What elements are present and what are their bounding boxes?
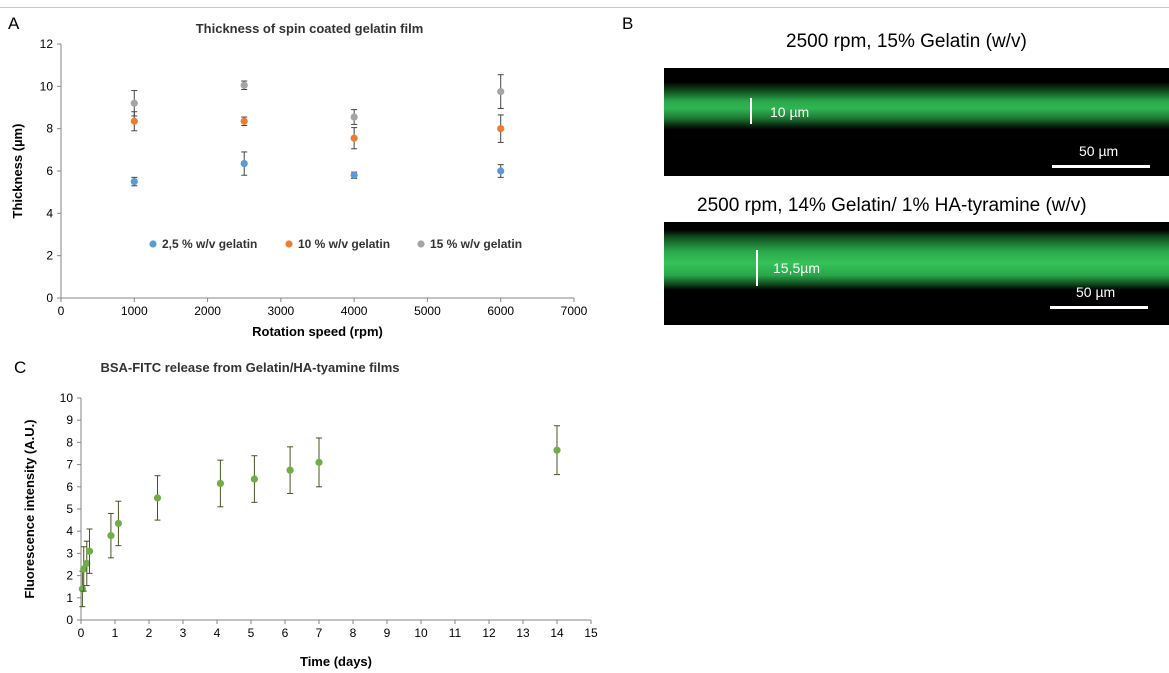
x-tick-label: 3000 [268, 304, 295, 318]
x-tick-label: 11 [449, 626, 462, 640]
x-tick-label: 1 [112, 626, 119, 640]
y-tick-label: 2 [66, 569, 73, 583]
data-point-series-0 [80, 565, 88, 573]
data-point-series-0 [107, 532, 115, 540]
data-point-series-1 [240, 117, 248, 125]
data-point-series-0 [114, 519, 122, 528]
micrograph-1-scale-label: 50 µm [1079, 143, 1119, 159]
y-tick-label: 2 [46, 249, 53, 263]
micrograph-2: 15,5µm 50 µm [664, 222, 1169, 325]
data-point-series-0 [83, 559, 91, 567]
micrograph-2-title: 2500 rpm, 14% Gelatin/ 1% HA-tyramine (w… [697, 195, 1087, 216]
x-tick-label: 4000 [341, 304, 368, 318]
legend-marker-series-1 [285, 240, 293, 248]
micrograph-2-film-band [664, 230, 1169, 290]
y-tick-label: 4 [46, 206, 53, 220]
y-tick-label: 6 [46, 164, 53, 178]
legend-label-series-2: 15 % w/v gelatin [430, 237, 522, 251]
data-point-series-0 [216, 479, 224, 488]
x-tick-label: 2 [146, 626, 153, 640]
micrograph-2-thickness-bar [756, 250, 758, 286]
micrograph-2-scale-label: 50 µm [1076, 284, 1116, 300]
x-tick-label: 5 [248, 626, 255, 640]
y-tick-label: 1 [66, 591, 73, 605]
y-axis-label: Fluorescence intensity (A.U.) [22, 419, 37, 598]
x-tick-label: 1000 [121, 304, 148, 318]
chart-title: BSA-FITC release from Gelatin/HA-tyamine… [100, 360, 399, 375]
x-tick-label: 10 [414, 626, 428, 640]
data-point-series-1 [497, 125, 505, 133]
micrograph-2-thickness-label: 15,5µm [773, 260, 820, 276]
y-tick-label: 10 [60, 391, 74, 405]
x-tick-label: 9 [384, 626, 391, 640]
x-tick-label: 15 [584, 626, 598, 640]
thickness-chart: Thickness of spin coated gelatin film 0 10… [10, 21, 588, 339]
data-point-series-0 [130, 177, 138, 186]
y-tick-label: 4 [66, 524, 73, 538]
x-tick-label: 3 [180, 626, 187, 640]
data-point-series-0 [153, 494, 162, 502]
data-point-series-0 [553, 446, 561, 454]
y-tick-label: 12 [40, 37, 54, 51]
panel-label-c: C [14, 358, 27, 377]
panel-label-a: A [8, 14, 20, 33]
top-rule [0, 7, 1169, 8]
y-tick-label: 5 [66, 502, 73, 516]
data-point-series-1 [130, 117, 138, 125]
data-point-series-0 [350, 171, 358, 179]
x-axis-label: Time (days) [300, 654, 372, 669]
data-point-series-0 [315, 458, 323, 466]
release-chart: BSA-FITC release from Gelatin/HA-tyamine… [22, 360, 598, 669]
x-tick-label: 0 [78, 626, 85, 640]
x-tick-label: 2000 [194, 304, 221, 318]
y-axis-label: Thickness (µm) [10, 124, 25, 219]
data-point-series-0 [85, 547, 94, 555]
x-tick-label: 5000 [414, 304, 441, 318]
x-tick-label: 13 [516, 626, 530, 640]
y-tick-label: 6 [66, 480, 73, 494]
y-tick-label: 0 [66, 613, 73, 627]
panel-label-b: B [622, 14, 634, 33]
y-tick-label: 3 [66, 546, 73, 560]
x-tick-label: 6000 [487, 304, 514, 318]
data-point-series-2 [240, 81, 248, 89]
micrograph-1-thickness-bar [750, 98, 752, 124]
y-tick-label: 7 [66, 458, 73, 472]
chart-title: Thickness of spin coated gelatin film [196, 21, 424, 36]
x-tick-label: 7000 [561, 304, 588, 318]
data-point-series-2 [497, 88, 505, 96]
legend-label-series-1: 10 % w/v gelatin [298, 237, 390, 251]
x-tick-label: 4 [214, 626, 221, 640]
y-tick-label: 8 [66, 435, 73, 449]
legend-marker-series-2 [417, 240, 425, 248]
data-point-series-0 [286, 466, 294, 474]
y-tick-label: 10 [40, 79, 54, 93]
micrograph-1-film-band [664, 82, 1169, 130]
micrograph-1-title: 2500 rpm, 15% Gelatin (w/v) [786, 31, 1027, 52]
micrograph-1-thickness-label: 10 µm [770, 104, 810, 120]
data-point-series-0 [497, 167, 505, 175]
x-tick-label: 7 [316, 626, 323, 640]
x-tick-label: 6 [282, 626, 289, 640]
micrograph-2-scale-bar [1050, 306, 1148, 309]
data-point-series-0 [240, 159, 248, 168]
data-point-series-2 [130, 99, 138, 107]
x-axis-label: Rotation speed (rpm) [252, 324, 383, 339]
y-tick-label: 8 [46, 122, 53, 136]
micrograph-1-scale-bar [1052, 165, 1150, 168]
legend-marker-series-0 [149, 240, 157, 248]
micrograph-1: 10 µm 50 µm [664, 68, 1169, 176]
legend-label-series-0: 2,5 % w/v gelatin [162, 237, 257, 251]
data-point-series-2 [350, 113, 358, 121]
y-tick-label: 0 [46, 291, 53, 305]
x-tick-label: 0 [58, 304, 65, 318]
data-point-series-0 [250, 475, 258, 483]
x-tick-label: 8 [350, 626, 357, 640]
x-tick-label: 14 [550, 626, 564, 640]
data-point-series-1 [350, 134, 358, 142]
y-tick-label: 9 [66, 413, 73, 427]
x-tick-label: 12 [482, 626, 496, 640]
